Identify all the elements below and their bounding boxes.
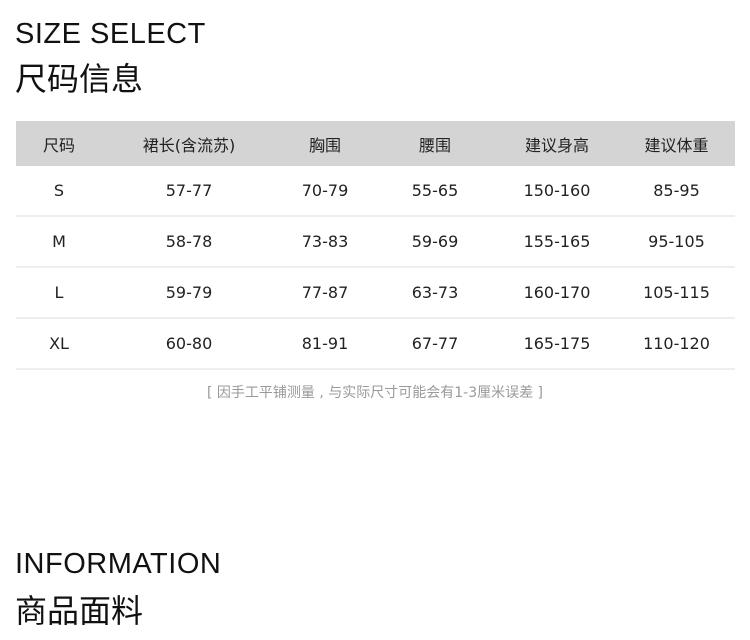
table-cell: 77-87 [276,267,374,319]
table-cell: 73-83 [276,216,374,268]
header-length: 裙长(含流苏) [102,121,276,166]
info-section-title-en: INFORMATION [15,548,222,580]
info-section-title-cn: 商品面料 [15,592,144,630]
table-cell: 70-79 [276,166,374,217]
table-cell: 155-165 [496,216,618,268]
table-cell: L [16,267,102,319]
measurement-note: [ 因手工平铺测量 , 与实际尺寸可能会有1-3厘米误差 ] [206,385,544,401]
table-cell: S [16,166,102,217]
table-cell: 150-160 [496,166,618,217]
table-cell: 165-175 [496,318,618,370]
table-row: XL 60-80 81-91 67-77 165-175 110-120 [16,318,735,370]
header-height: 建议身高 [496,121,618,166]
table-row: L 59-79 77-87 63-73 160-170 105-115 [16,267,735,319]
table-row: M 58-78 73-83 59-69 155-165 95-105 [16,216,735,268]
table-cell: 105-115 [618,267,735,319]
header-size: 尺码 [16,121,102,166]
table-cell: 110-120 [618,318,735,370]
size-section-title-cn: 尺码信息 [15,60,144,98]
table-cell: 67-77 [374,318,496,370]
size-section-title-en: SIZE SELECT [15,18,206,50]
header-waist: 腰围 [374,121,496,166]
table-cell: 81-91 [276,318,374,370]
table-cell: M [16,216,102,268]
table-cell: 60-80 [102,318,276,370]
table-cell: 59-79 [102,267,276,319]
table-header-row: 尺码 裙长(含流苏) 胸围 腰围 建议身高 建议体重 [16,121,735,166]
table-cell: 59-69 [374,216,496,268]
table-row: S 57-77 70-79 55-65 150-160 85-95 [16,166,735,217]
header-bust: 胸围 [276,121,374,166]
table-cell: 63-73 [374,267,496,319]
table-cell: XL [16,318,102,370]
header-weight: 建议体重 [618,121,735,166]
table-cell: 85-95 [618,166,735,217]
table-cell: 58-78 [102,216,276,268]
table-cell: 55-65 [374,166,496,217]
table-cell: 160-170 [496,267,618,319]
size-table: 尺码 裙长(含流苏) 胸围 腰围 建议身高 建议体重 S 57-77 70-79 55… [16,121,735,370]
table-cell: 57-77 [102,166,276,217]
table-cell: 95-105 [618,216,735,268]
